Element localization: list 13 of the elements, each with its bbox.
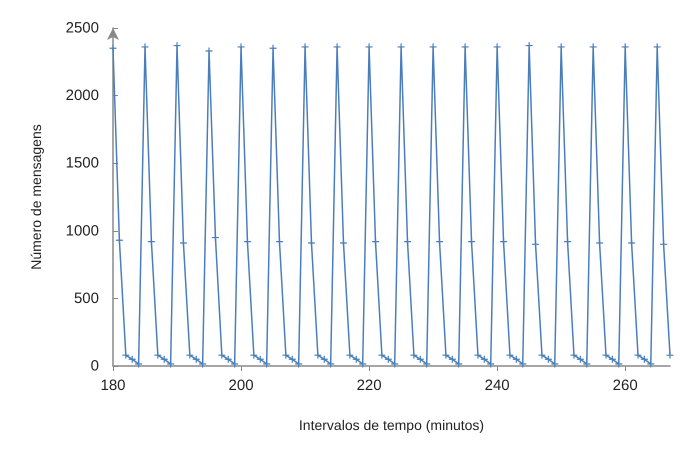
x-tick-label: 220	[356, 377, 382, 394]
y-tick-label: 2500	[66, 20, 99, 36]
y-axis-title: Número de mensagens	[28, 124, 44, 270]
x-tick-label: 180	[100, 377, 126, 394]
x-tick-label: 260	[612, 377, 638, 394]
x-tick-label: 240	[484, 377, 510, 394]
y-tick-label: 2000	[66, 87, 99, 104]
x-tick-label: 200	[228, 377, 254, 394]
x-axis-title: Intervalos de tempo (minutos)	[298, 417, 484, 433]
y-tick-label: 1500	[66, 154, 99, 172]
y-tick-label: 0	[90, 358, 99, 374]
y-tick-label: 500	[74, 290, 99, 307]
y-tick-label: 1000	[66, 222, 99, 240]
